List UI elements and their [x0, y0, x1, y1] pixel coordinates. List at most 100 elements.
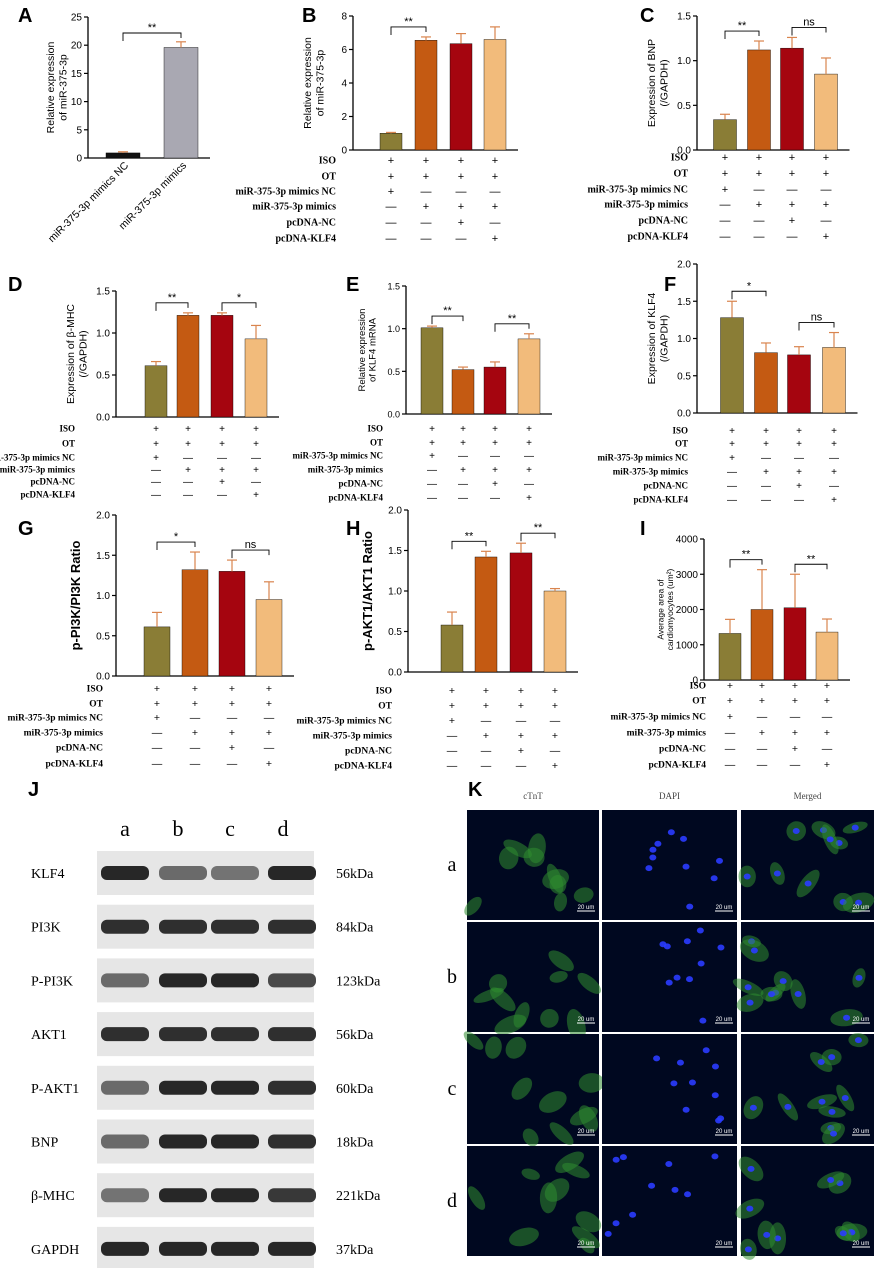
condition-symbol: + [429, 451, 435, 462]
condition-symbol: + [552, 685, 558, 697]
condition-symbol: + [154, 712, 160, 724]
condition-symbol: + [831, 467, 837, 478]
cell-cytoplasm [549, 1122, 574, 1145]
cell-nucleus [711, 1092, 719, 1099]
lane-label: c [225, 816, 235, 841]
scale-bar-label: 20 um [578, 1017, 595, 1023]
condition-symbol: + [458, 171, 464, 183]
bar-chart-panel-d: 0.0 0.5 1.0 1.5 Expression of β-MHC(/GAPDH) *… [0, 287, 279, 501]
y-axis-label: p-PI3K/PI3K Ratio [68, 541, 83, 651]
bar-chart-panel-b: 0 2 4 6 8 Relative expressionof miR-375-3p ** I… [235, 12, 518, 245]
condition-symbol: + [192, 727, 198, 739]
condition-symbol: + [192, 698, 198, 710]
condition-symbol: — [421, 186, 432, 198]
row-label: b [447, 966, 457, 988]
cell-cytoplasm [485, 1036, 502, 1059]
condition-symbol: + [727, 711, 733, 723]
cell-nucleus [763, 1231, 771, 1238]
cell-cytoplasm [562, 1162, 590, 1179]
condition-symbol: — [264, 742, 275, 754]
blot-band [211, 973, 259, 988]
column-header: cTnT [523, 791, 543, 801]
bar [163, 47, 199, 159]
condition-row-label: pcDNA-KLF4 [648, 761, 706, 771]
bar [720, 317, 744, 414]
y-tick-label: 2.0 [96, 511, 110, 522]
y-tick-label: 0.5 [96, 631, 110, 642]
condition-symbol: — [151, 465, 161, 476]
condition-symbol: + [229, 698, 235, 710]
condition-symbol: + [756, 168, 762, 180]
significance-bracket [431, 315, 464, 325]
y-tick-label: 1.5 [387, 282, 400, 292]
blot-band [101, 866, 149, 880]
condition-symbol: — [516, 760, 527, 772]
significance-bracket [231, 549, 270, 559]
cell-cytoplasm [521, 1168, 540, 1180]
condition-symbol: + [759, 680, 765, 692]
cell-nucleus [828, 1108, 836, 1115]
condition-symbol: — [251, 453, 261, 464]
cell-cytoplasm [540, 1008, 559, 1028]
cell-nucleus [828, 1054, 836, 1061]
cell-cytoplasm [509, 1227, 539, 1247]
condition-symbol: + [792, 743, 798, 755]
y-tick-label: 0.5 [388, 627, 402, 638]
bar [754, 352, 778, 414]
condition-row-label: miR-375-3p mimics NC [296, 717, 392, 727]
molecular-weight-label: 18kDa [336, 1136, 374, 1151]
micrograph [602, 1034, 737, 1144]
cell-nucleus [688, 1079, 696, 1086]
y-axis-label-line: Expression of BNP [646, 39, 658, 127]
bar-chart-panel-g: 0.0 0.5 1.0 1.5 2.0 p-PI3K/PI3K Ratio * ns ISO + +… [7, 511, 294, 770]
y-tick-label: 0.5 [677, 371, 691, 382]
condition-symbol: + [823, 199, 829, 211]
blot-band [101, 1188, 149, 1203]
panel-letter-c: C [640, 5, 654, 27]
bar-chart-panel-c: 0.0 0.5 1.0 1.5 Expression of BNP(/GAPDH) ** n… [587, 12, 850, 243]
condition-row-label: OT [322, 172, 337, 183]
cell-nucleus [680, 835, 688, 842]
bar [474, 556, 498, 673]
cell-nucleus [619, 1154, 627, 1161]
blot-band [211, 1027, 259, 1042]
condition-symbol: + [154, 683, 160, 695]
cell-nucleus [843, 1014, 851, 1021]
condition-symbol: + [153, 439, 159, 450]
condition-symbol: + [266, 683, 272, 695]
condition-row-label: miR-375-3p mimics [627, 729, 707, 739]
condition-symbol: + [429, 438, 435, 449]
condition-symbol: — [458, 479, 468, 490]
y-axis-label-line: Expression of KLF4 [646, 293, 658, 385]
bar [815, 631, 839, 681]
bar [420, 327, 444, 415]
condition-symbol: — [754, 215, 765, 227]
condition-symbol: — [720, 215, 731, 227]
condition-row-label: pcDNA-NC [644, 481, 689, 491]
cell-nucleus [699, 1017, 707, 1024]
condition-symbol: + [526, 438, 532, 449]
molecular-weight-label: 56kDa [336, 1028, 374, 1043]
condition-symbol: + [796, 481, 802, 492]
condition-symbol: — [183, 477, 193, 488]
y-tick-label: 0 [76, 154, 82, 165]
blot-band [268, 1188, 316, 1203]
significance-bracket [798, 322, 835, 331]
y-tick-label: 2000 [676, 605, 699, 616]
y-axis-label-line: cardiomyocytes (um²) [665, 568, 675, 650]
y-tick-label: 1.5 [96, 287, 110, 298]
condition-symbol: — [481, 715, 492, 727]
condition-symbol: + [823, 231, 829, 243]
cell-cytoplasm [555, 1151, 585, 1173]
condition-symbol: — [427, 493, 437, 504]
cell-nucleus [612, 1220, 620, 1227]
cell-nucleus [649, 854, 657, 861]
row-label: c [448, 1078, 457, 1100]
y-tick-label: 0.5 [387, 367, 400, 377]
condition-symbol: — [386, 233, 397, 245]
molecular-weight-label: 84kDa [336, 921, 374, 936]
bar [713, 119, 737, 151]
condition-symbol: + [789, 168, 795, 180]
significance-label: ** [508, 313, 517, 325]
condition-row-label: pcDNA-KLF4 [21, 490, 76, 500]
